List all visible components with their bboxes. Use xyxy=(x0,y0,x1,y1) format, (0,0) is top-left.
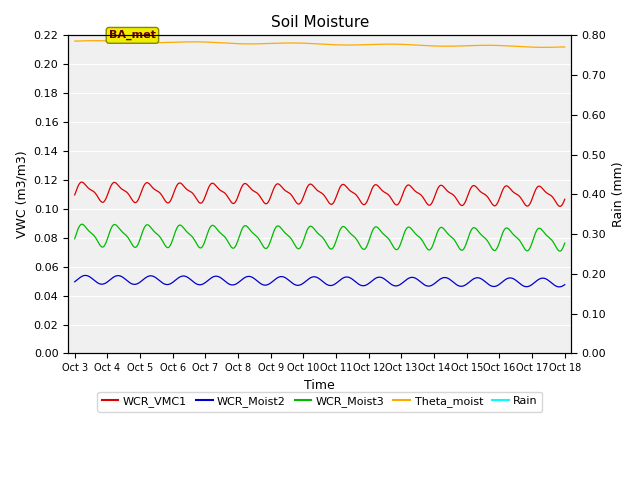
WCR_Moist2 xyxy=(71,279,79,285)
WCR_VMC1 xyxy=(426,203,433,208)
WCR_Moist3 xyxy=(71,236,79,241)
WCR_Moist3 xyxy=(426,247,433,253)
WCR_VMC1 xyxy=(77,179,85,185)
WCR_VMC1 xyxy=(561,196,568,202)
Title: Soil Moisture: Soil Moisture xyxy=(271,15,369,30)
Legend: WCR_VMC1, WCR_Moist2, WCR_Moist3, Theta_moist, Rain: WCR_VMC1, WCR_Moist2, WCR_Moist3, Theta_… xyxy=(97,392,542,411)
WCR_VMC1 xyxy=(135,195,143,201)
WCR_Moist2 xyxy=(135,280,143,286)
Y-axis label: Rain (mm): Rain (mm) xyxy=(612,162,625,227)
WCR_Moist3 xyxy=(529,236,537,241)
WCR_Moist2 xyxy=(253,278,261,284)
WCR_Moist3 xyxy=(78,221,86,227)
WCR_Moist2 xyxy=(426,283,433,289)
Theta_moist xyxy=(135,40,143,46)
Line: WCR_Moist2: WCR_Moist2 xyxy=(75,276,564,287)
WCR_VMC1 xyxy=(71,192,79,198)
WCR_Moist3 xyxy=(561,240,568,246)
Bar xyxy=(121,115,122,353)
WCR_Moist2 xyxy=(201,280,209,286)
WCR_Moist2 xyxy=(556,284,563,290)
Line: WCR_VMC1: WCR_VMC1 xyxy=(75,182,564,206)
Theta_moist xyxy=(540,45,548,50)
Y-axis label: VWC (m3/m3): VWC (m3/m3) xyxy=(15,151,28,238)
Theta_moist xyxy=(426,43,433,48)
WCR_VMC1 xyxy=(253,191,261,196)
WCR_Moist2 xyxy=(82,273,90,278)
Theta_moist xyxy=(253,41,261,47)
Theta_moist xyxy=(529,44,537,50)
Line: WCR_Moist3: WCR_Moist3 xyxy=(75,224,564,251)
WCR_Moist2 xyxy=(561,282,568,288)
X-axis label: Time: Time xyxy=(305,379,335,392)
Theta_moist xyxy=(71,38,79,44)
WCR_Moist2 xyxy=(529,281,537,287)
WCR_Moist3 xyxy=(556,248,564,254)
WCR_VMC1 xyxy=(529,192,537,198)
WCR_Moist3 xyxy=(324,243,332,249)
WCR_VMC1 xyxy=(324,199,332,204)
WCR_Moist3 xyxy=(135,239,143,244)
WCR_Moist2 xyxy=(324,282,332,288)
WCR_Moist3 xyxy=(201,238,209,244)
Text: BA_met: BA_met xyxy=(109,30,156,40)
Theta_moist xyxy=(324,42,332,48)
Bar xyxy=(110,36,111,353)
Line: Theta_moist: Theta_moist xyxy=(75,41,564,48)
Theta_moist xyxy=(92,38,99,44)
WCR_Moist3 xyxy=(253,234,261,240)
Theta_moist xyxy=(201,39,209,45)
WCR_VMC1 xyxy=(556,204,564,209)
WCR_VMC1 xyxy=(201,194,209,200)
Theta_moist xyxy=(561,44,568,50)
